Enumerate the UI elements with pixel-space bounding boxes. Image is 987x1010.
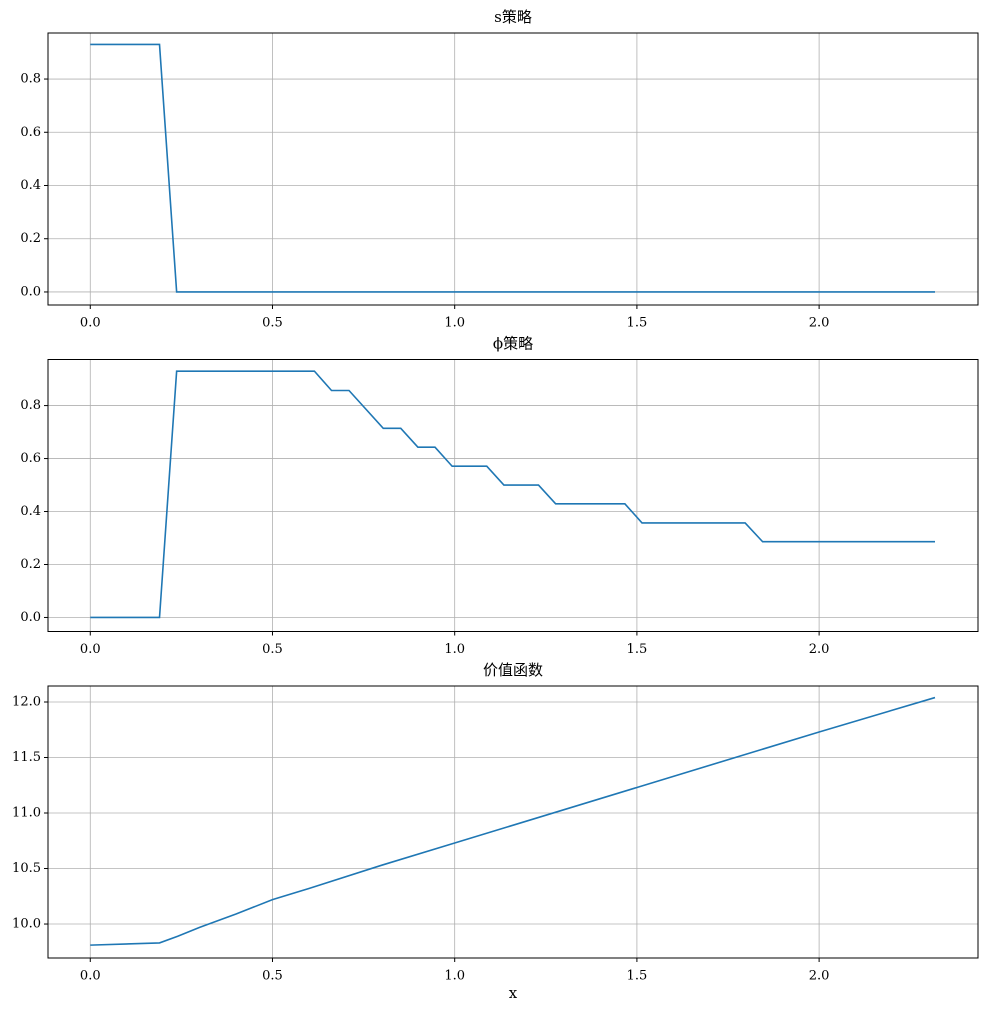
x-tick-label: 0.0 bbox=[80, 316, 101, 331]
x-tick-label: 2.0 bbox=[809, 969, 830, 984]
y-tick-label: 12.0 bbox=[12, 694, 41, 709]
y-tick-label: 0.6 bbox=[20, 451, 41, 466]
y-tick-label: 10.0 bbox=[12, 917, 41, 932]
line-series bbox=[90, 43, 935, 293]
y-tick-label: 0.0 bbox=[20, 610, 41, 625]
y-tick-label: 0.8 bbox=[20, 398, 41, 413]
x-tick-label: 2.0 bbox=[809, 316, 830, 331]
x-tick-label: 0.5 bbox=[262, 316, 283, 331]
x-tick-label: 1.5 bbox=[627, 969, 648, 984]
y-tick-label: 0.2 bbox=[20, 231, 41, 246]
y-tick-label: 11.0 bbox=[12, 806, 41, 821]
y-tick-label: 0.6 bbox=[20, 125, 41, 140]
line-series bbox=[90, 370, 935, 619]
chart-title: 价值函数 bbox=[483, 661, 543, 679]
x-tick-label: 1.0 bbox=[444, 642, 465, 657]
x-tick-label: 1.5 bbox=[627, 316, 648, 331]
y-tick-label: 0.0 bbox=[20, 284, 41, 299]
y-tick-label: 10.5 bbox=[12, 861, 41, 876]
chart-title: s策略 bbox=[494, 8, 532, 26]
x-tick-label: 2.0 bbox=[809, 642, 830, 657]
y-tick-label: 0.2 bbox=[20, 557, 41, 572]
x-tick-label: 1.5 bbox=[627, 642, 648, 657]
x-tick-label: 1.0 bbox=[444, 316, 465, 331]
x-tick-label: 0.5 bbox=[262, 642, 283, 657]
axes-frame bbox=[47, 32, 979, 306]
axes-frame bbox=[47, 359, 979, 632]
x-tick-label: 0.5 bbox=[262, 969, 283, 984]
y-tick-label: 0.4 bbox=[20, 504, 41, 519]
y-tick-label: 0.4 bbox=[20, 178, 41, 193]
x-tick-label: 0.0 bbox=[80, 969, 101, 984]
x-tick-label: 1.0 bbox=[444, 969, 465, 984]
x-tick-label: 0.0 bbox=[80, 642, 101, 657]
chart-title: ϕ策略 bbox=[493, 335, 533, 353]
axes-frame bbox=[47, 685, 979, 959]
x-axis-label: x bbox=[509, 984, 518, 1002]
y-tick-label: 0.8 bbox=[20, 72, 41, 87]
y-tick-label: 11.5 bbox=[12, 750, 41, 765]
line-series bbox=[90, 696, 936, 946]
